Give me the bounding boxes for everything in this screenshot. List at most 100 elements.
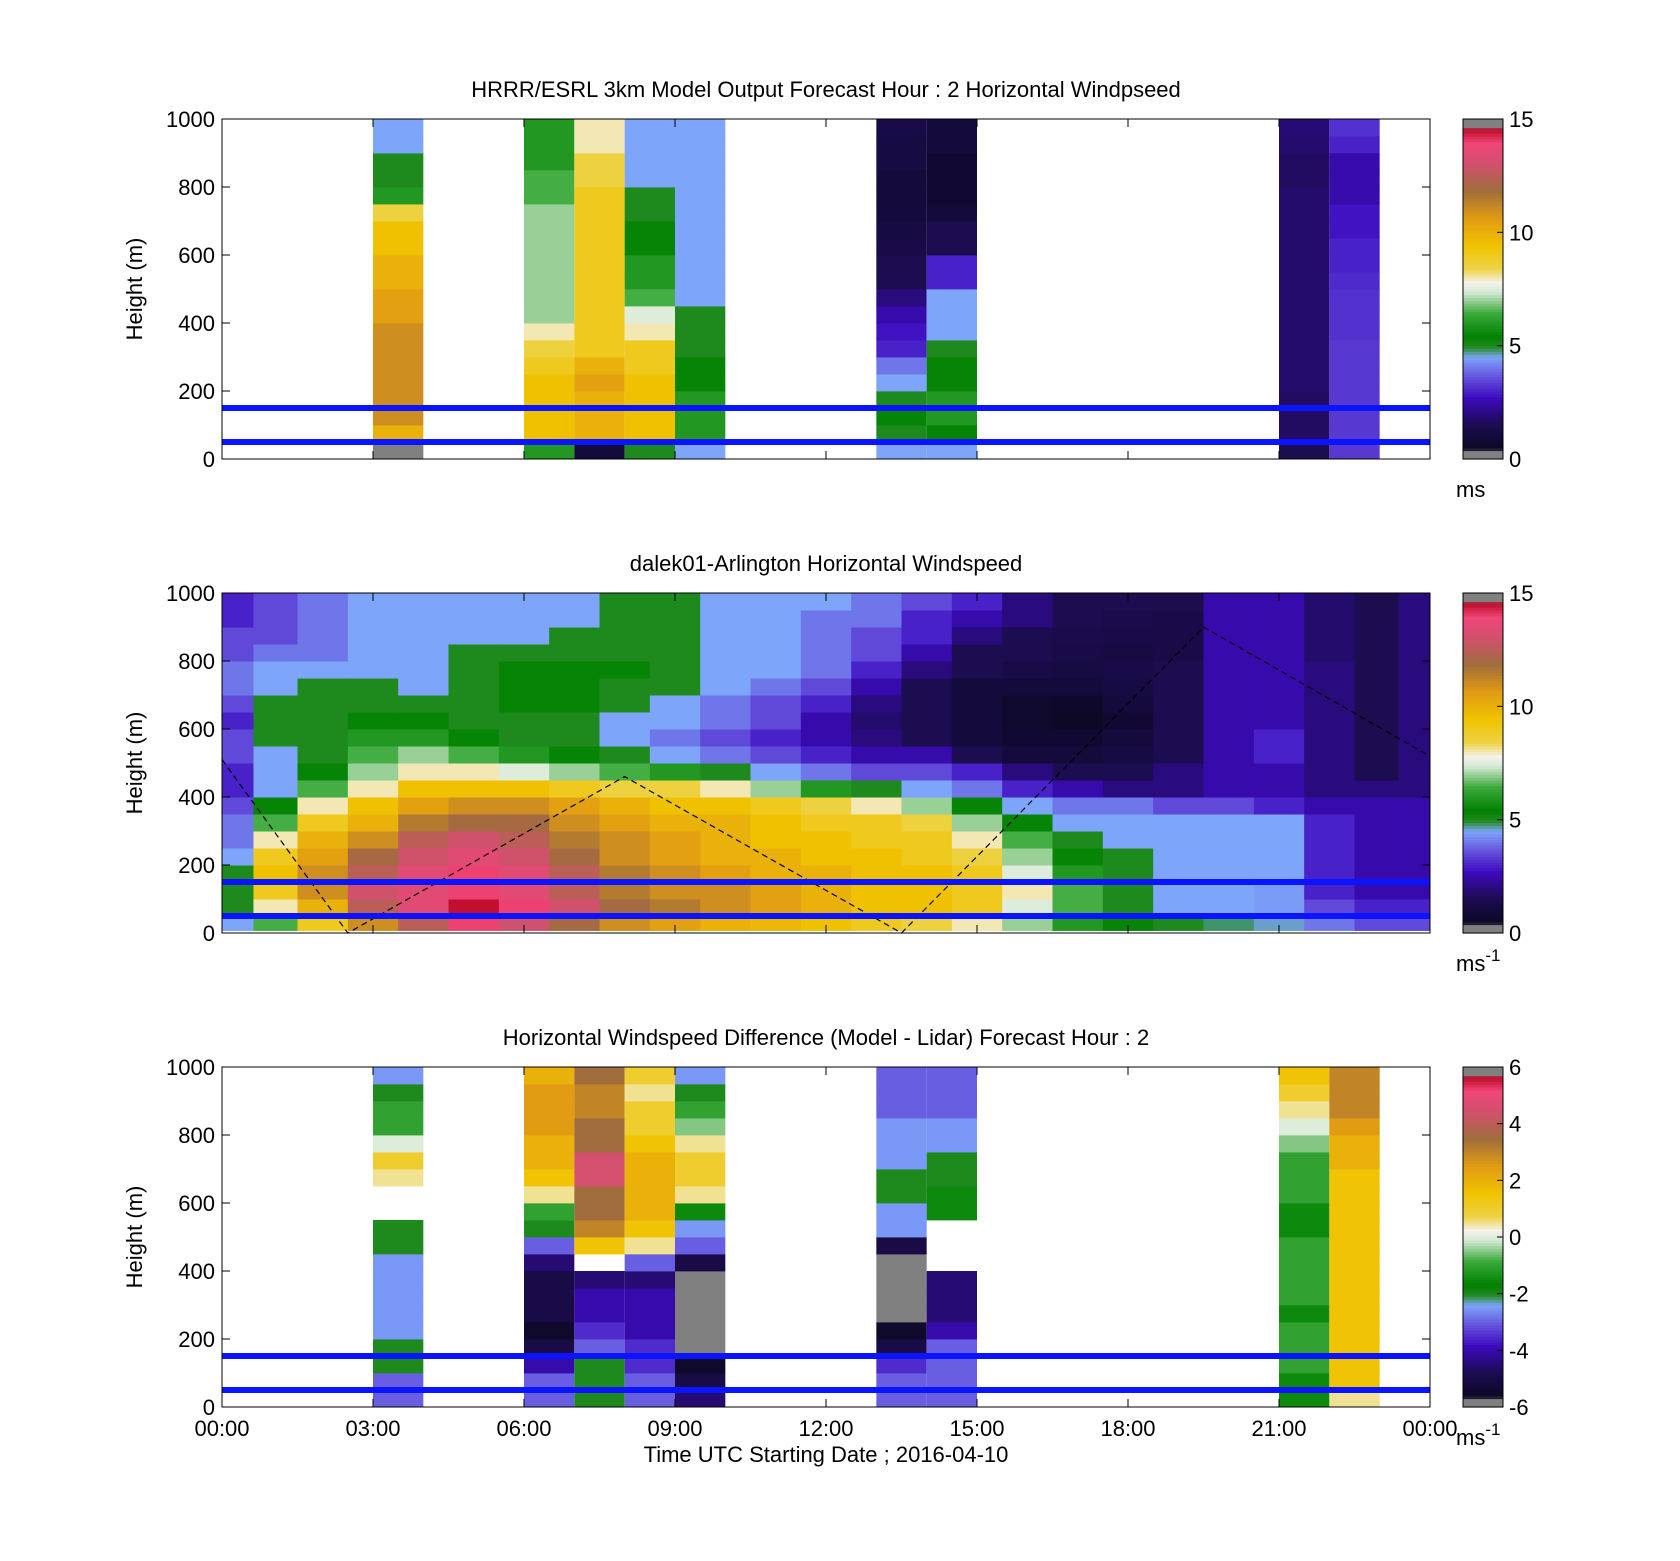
heatmap-cell [1398, 729, 1431, 747]
colorbar-segment [1463, 376, 1503, 381]
colorbar-segment [1463, 757, 1503, 761]
heatmap-cell [222, 814, 254, 832]
colorbar-segment [1463, 1115, 1503, 1119]
heatmap-cell [524, 221, 575, 239]
heatmap-cell [624, 340, 675, 358]
heatmap-cell [448, 695, 500, 713]
heatmap-cell [222, 831, 254, 849]
heatmap-cell [549, 865, 600, 883]
heatmap-cell [524, 1135, 575, 1153]
colorbar-segment [1463, 748, 1503, 753]
heatmap-cell [700, 763, 751, 781]
heatmap-cell [926, 1305, 977, 1323]
colorbar-segment [1463, 1228, 1503, 1232]
heatmap-cell [800, 712, 852, 730]
heatmap-cell [448, 899, 500, 916]
heatmap-cell [926, 204, 977, 222]
heatmap-cell [222, 610, 254, 628]
colorbar-segment [1463, 161, 1503, 165]
heatmap-cell [1329, 1169, 1380, 1187]
colorbar-segment [1463, 1375, 1503, 1380]
colorbar-segment [1463, 780, 1503, 784]
heatmap-cell [901, 814, 953, 832]
heatmap-cell [524, 1390, 575, 1408]
heatmap-cell [222, 746, 254, 764]
heatmap-cell [675, 187, 726, 205]
heatmap-cell [1052, 848, 1104, 866]
colorbar-tick-label: 6 [1509, 1055, 1521, 1080]
colorbar-segment [1463, 1200, 1503, 1204]
heatmap-cell [549, 695, 600, 713]
heatmap-cell [599, 627, 651, 645]
colorbar-segment [1463, 862, 1503, 866]
heatmap-cell [675, 1152, 726, 1170]
colorbar: -6 -4 -2 0 2 4 6 ms-1 [1456, 1055, 1529, 1450]
heatmap-cell [1329, 170, 1380, 188]
heatmap-cell [1153, 678, 1204, 696]
heatmap-cell [1329, 1067, 1380, 1085]
heatmap-cell [876, 289, 927, 307]
heatmap-cell [1052, 729, 1104, 747]
y-tick-label: 0 [203, 1395, 215, 1420]
heatmap-cell [524, 1271, 575, 1289]
heatmap-cell [700, 593, 751, 611]
colorbar-segment [1463, 388, 1503, 392]
heatmap-cell [1203, 610, 1255, 628]
heatmap-cell [549, 763, 600, 781]
colorbar-segment [1463, 893, 1503, 897]
heatmap-cell [1304, 610, 1355, 628]
heatmap-cell [926, 306, 977, 324]
colorbar-segment [1463, 291, 1503, 296]
heatmap-cell [624, 1237, 675, 1255]
colorbar-segment [1463, 181, 1503, 185]
colorbar-segment [1463, 272, 1503, 276]
heatmap-cell [851, 899, 902, 916]
heatmap-cell [498, 915, 550, 931]
heatmap-cell [373, 1254, 424, 1272]
x-axis-label: Time UTC Starting Date ; 2016-04-10 [644, 1442, 1009, 1467]
heatmap-cell [926, 1101, 977, 1119]
heatmap-cell [675, 1186, 726, 1204]
heatmap-cell [253, 882, 298, 900]
heatmap-cell [951, 695, 1003, 713]
heatmap-cell [901, 678, 953, 696]
heatmap-cell [1398, 746, 1431, 764]
colorbar-segment [1463, 1072, 1503, 1077]
heatmap-cell [750, 915, 802, 931]
heatmap-cell [1329, 1101, 1380, 1119]
colorbar-segment [1463, 175, 1503, 180]
colorbar-segment [1463, 229, 1503, 233]
colorbar-segment [1463, 328, 1503, 333]
colorbar-segment [1463, 593, 1503, 597]
colorbar-segment [1463, 1381, 1503, 1385]
heatmap-cell [800, 593, 852, 611]
heatmap-cell [1329, 136, 1380, 154]
colorbar-segment [1463, 263, 1503, 267]
heatmap-cell [524, 204, 575, 222]
colorbar-segment [1463, 751, 1503, 756]
colorbar-segment [1463, 1322, 1503, 1326]
colorbar-segment [1463, 1214, 1503, 1218]
colorbar-segment [1463, 845, 1503, 849]
colorbar-frame [1462, 592, 1504, 934]
heatmap-cell [1002, 797, 1053, 815]
colorbar-segment [1463, 1390, 1503, 1394]
heatmap-cell [876, 1237, 927, 1255]
heatmap-cell [1052, 780, 1104, 798]
heatmap-cell [675, 408, 726, 426]
colorbar-segment [1463, 709, 1503, 713]
heatmap-cell [1002, 899, 1053, 916]
heatmap-cell [498, 763, 550, 781]
heatmap-cell [1153, 848, 1204, 866]
heatmap-cell [926, 1084, 977, 1102]
colorbar-segment [1463, 314, 1503, 318]
colorbar-segment [1463, 124, 1503, 129]
heatmap-cell [1002, 763, 1053, 781]
colorbar-segment [1463, 1067, 1503, 1071]
colorbar-segment [1463, 119, 1503, 123]
heatmap-cell [675, 1322, 726, 1340]
heatmap-cell [1304, 763, 1355, 781]
colorbar-segment [1463, 1152, 1503, 1156]
heatmap-cell [1102, 593, 1154, 611]
heatmap-cell [1279, 1203, 1330, 1221]
